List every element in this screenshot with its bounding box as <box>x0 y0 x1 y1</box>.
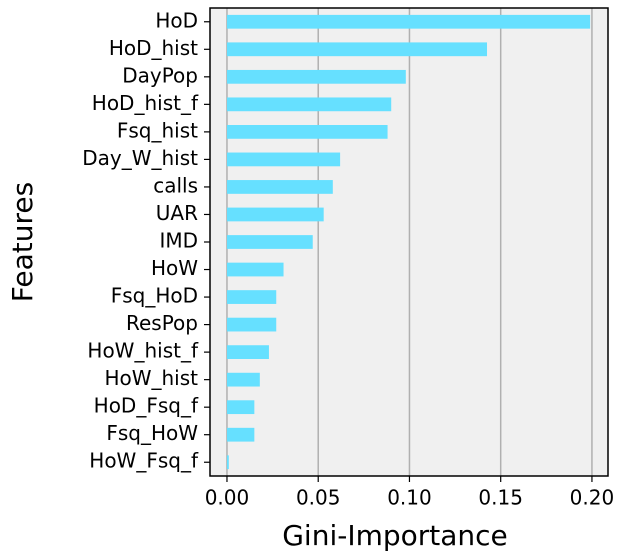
x-tick-label: 0.05 <box>296 486 341 510</box>
bar <box>226 372 260 387</box>
y-tick-label: Day_W_hist <box>82 146 198 170</box>
x-tick-label: 0.10 <box>387 486 432 510</box>
bar <box>226 69 406 84</box>
bar <box>226 455 229 470</box>
y-tick-label: HoW <box>151 256 198 280</box>
bar <box>226 97 392 112</box>
bar <box>226 180 333 194</box>
bar <box>226 42 488 57</box>
y-tick-label: HoD_hist <box>109 36 198 60</box>
y-tick-label: calls <box>153 173 198 197</box>
x-tick-label: 0.20 <box>570 486 615 510</box>
bar <box>226 427 255 442</box>
bar <box>226 290 277 304</box>
bar <box>226 317 277 332</box>
bar <box>226 125 388 139</box>
y-tick-label: UAR <box>156 201 198 225</box>
bar <box>226 14 591 29</box>
plot-frame <box>209 7 609 477</box>
y-tick-label: IMD <box>159 229 198 253</box>
y-tick-label: HoW_Fsq_f <box>89 449 199 473</box>
bar <box>226 152 341 167</box>
bar <box>226 207 324 222</box>
x-tick-label: 0.00 <box>205 486 250 510</box>
bar <box>226 262 284 277</box>
y-axis-label: Features <box>6 182 39 302</box>
y-tick-label: HoD <box>155 8 198 32</box>
y-tick-label: HoD_hist_f <box>92 91 199 115</box>
bar <box>226 345 269 359</box>
x-axis-label: Gini-Importance <box>282 519 508 552</box>
x-tick-label: 0.15 <box>478 486 523 510</box>
y-tick-label: HoW_hist_f <box>87 339 199 363</box>
y-tick-label: Fsq_HoW <box>106 421 198 445</box>
y-tick-label: HoW_hist <box>104 366 198 390</box>
y-tick-label: Fsq_hist <box>117 118 198 142</box>
y-tick-label: Fsq_HoD <box>111 284 198 308</box>
bar <box>226 400 255 415</box>
y-tick-label: ResPop <box>126 311 198 335</box>
bar <box>226 235 313 249</box>
y-tick-label: HoD_Fsq_f <box>94 394 199 418</box>
y-tick-label: DayPop <box>122 63 198 87</box>
